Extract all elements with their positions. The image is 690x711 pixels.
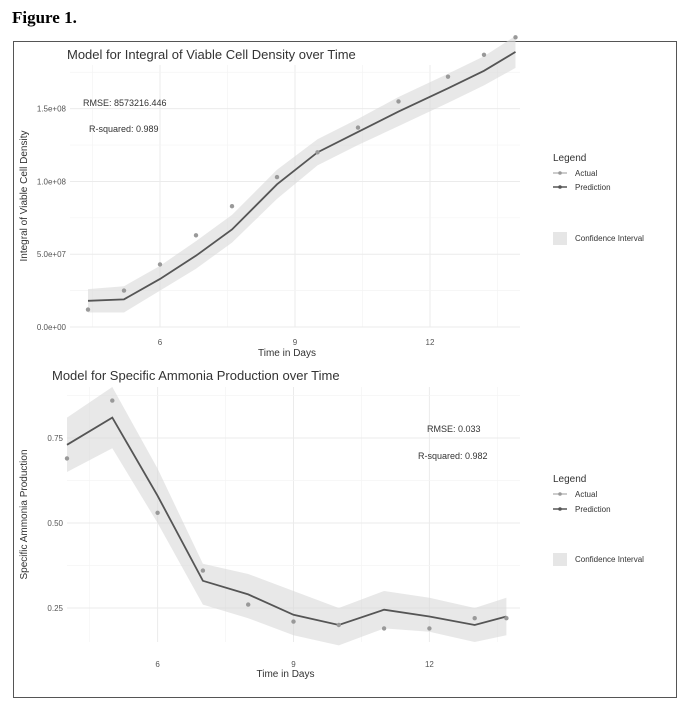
y-tick-label: 0.0e+00 (37, 323, 67, 332)
legend-prediction-label: Prediction (575, 183, 611, 192)
chart-title: Model for Specific Ammonia Production ov… (52, 368, 340, 383)
y-tick-label: 0.25 (47, 604, 63, 613)
actual-point (291, 619, 296, 624)
actual-point (472, 616, 477, 621)
x-tick-label: 9 (291, 660, 296, 669)
chart-2: 6 9 12 0.25 0.50 0.75 Model for Specific Ammon… (19, 368, 644, 680)
actual-point (513, 35, 518, 40)
x-tick-label: 12 (425, 660, 434, 669)
legend-title: Legend (553, 153, 586, 164)
confidence-band (67, 387, 507, 646)
chart-1: 6 9 12 0.0e+00 5.0e+07 1.0e+08 1.5e+08 Model fo… (19, 35, 644, 359)
y-tick-label: 0.75 (47, 434, 63, 443)
legend-ci-key (553, 232, 567, 245)
actual-point (193, 233, 199, 238)
x-axis-title: Time in Days (257, 669, 315, 680)
actual-point (110, 398, 115, 403)
actual-point (396, 99, 401, 104)
confidence-band (88, 35, 516, 313)
legend-prediction-marker (558, 185, 562, 189)
actual-point (336, 622, 341, 628)
actual-point (85, 307, 91, 312)
legend-prediction-marker (558, 507, 562, 511)
figure-frame (13, 41, 677, 698)
actual-point (246, 602, 251, 607)
r-squared-annotation: R-squared: 0.989 (89, 124, 159, 134)
legend-actual-label: Actual (575, 169, 597, 178)
figure-label: Figure 1. (12, 8, 77, 27)
actual-point (121, 288, 127, 293)
legend-ci-label: Confidence Interval (575, 234, 644, 243)
y-axis-title: Integral of Viable Cell Density (19, 131, 30, 262)
y-tick-label: 1.0e+08 (37, 177, 67, 186)
x-tick-label: 6 (158, 338, 163, 347)
legend-actual-marker (558, 492, 562, 496)
y-tick-label: 1.5e+08 (37, 105, 67, 114)
x-tick-label: 12 (426, 338, 435, 347)
legend-prediction-label: Prediction (575, 505, 611, 514)
x-tick-label: 6 (155, 660, 160, 669)
actual-point (355, 125, 361, 130)
r-squared-annotation: R-squared: 0.982 (418, 451, 488, 461)
prediction-line (66, 416, 507, 626)
actual-point (504, 616, 509, 621)
y-axis-title: Specific Ammonia Production (19, 449, 30, 579)
actual-point (64, 456, 70, 461)
actual-point (381, 626, 387, 631)
rmse-annotation: RMSE: 8573216.446 (83, 98, 167, 108)
legend-actual-label: Actual (575, 490, 597, 499)
actual-point (427, 626, 432, 631)
actual-point (157, 262, 163, 267)
actual-point (315, 150, 320, 155)
actual-point (200, 568, 206, 573)
prediction-line (87, 51, 516, 302)
x-tick-label: 9 (293, 338, 298, 347)
legend-actual-marker (558, 171, 562, 175)
actual-point (155, 510, 160, 515)
chart-title: Model for Integral of Viable Cell Densit… (67, 47, 356, 62)
y-tick-label: 5.0e+07 (37, 250, 67, 259)
rmse-annotation: RMSE: 0.033 (427, 424, 481, 434)
legend-title: Legend (553, 474, 586, 485)
legend-ci-label: Confidence Interval (575, 555, 644, 564)
y-tick-label: 0.50 (47, 519, 63, 528)
actual-point (274, 174, 280, 180)
legend-ci-key (553, 553, 567, 566)
actual-point (481, 52, 487, 58)
x-axis-title: Time in Days (258, 348, 316, 359)
actual-point (445, 74, 451, 79)
actual-point (229, 203, 235, 209)
